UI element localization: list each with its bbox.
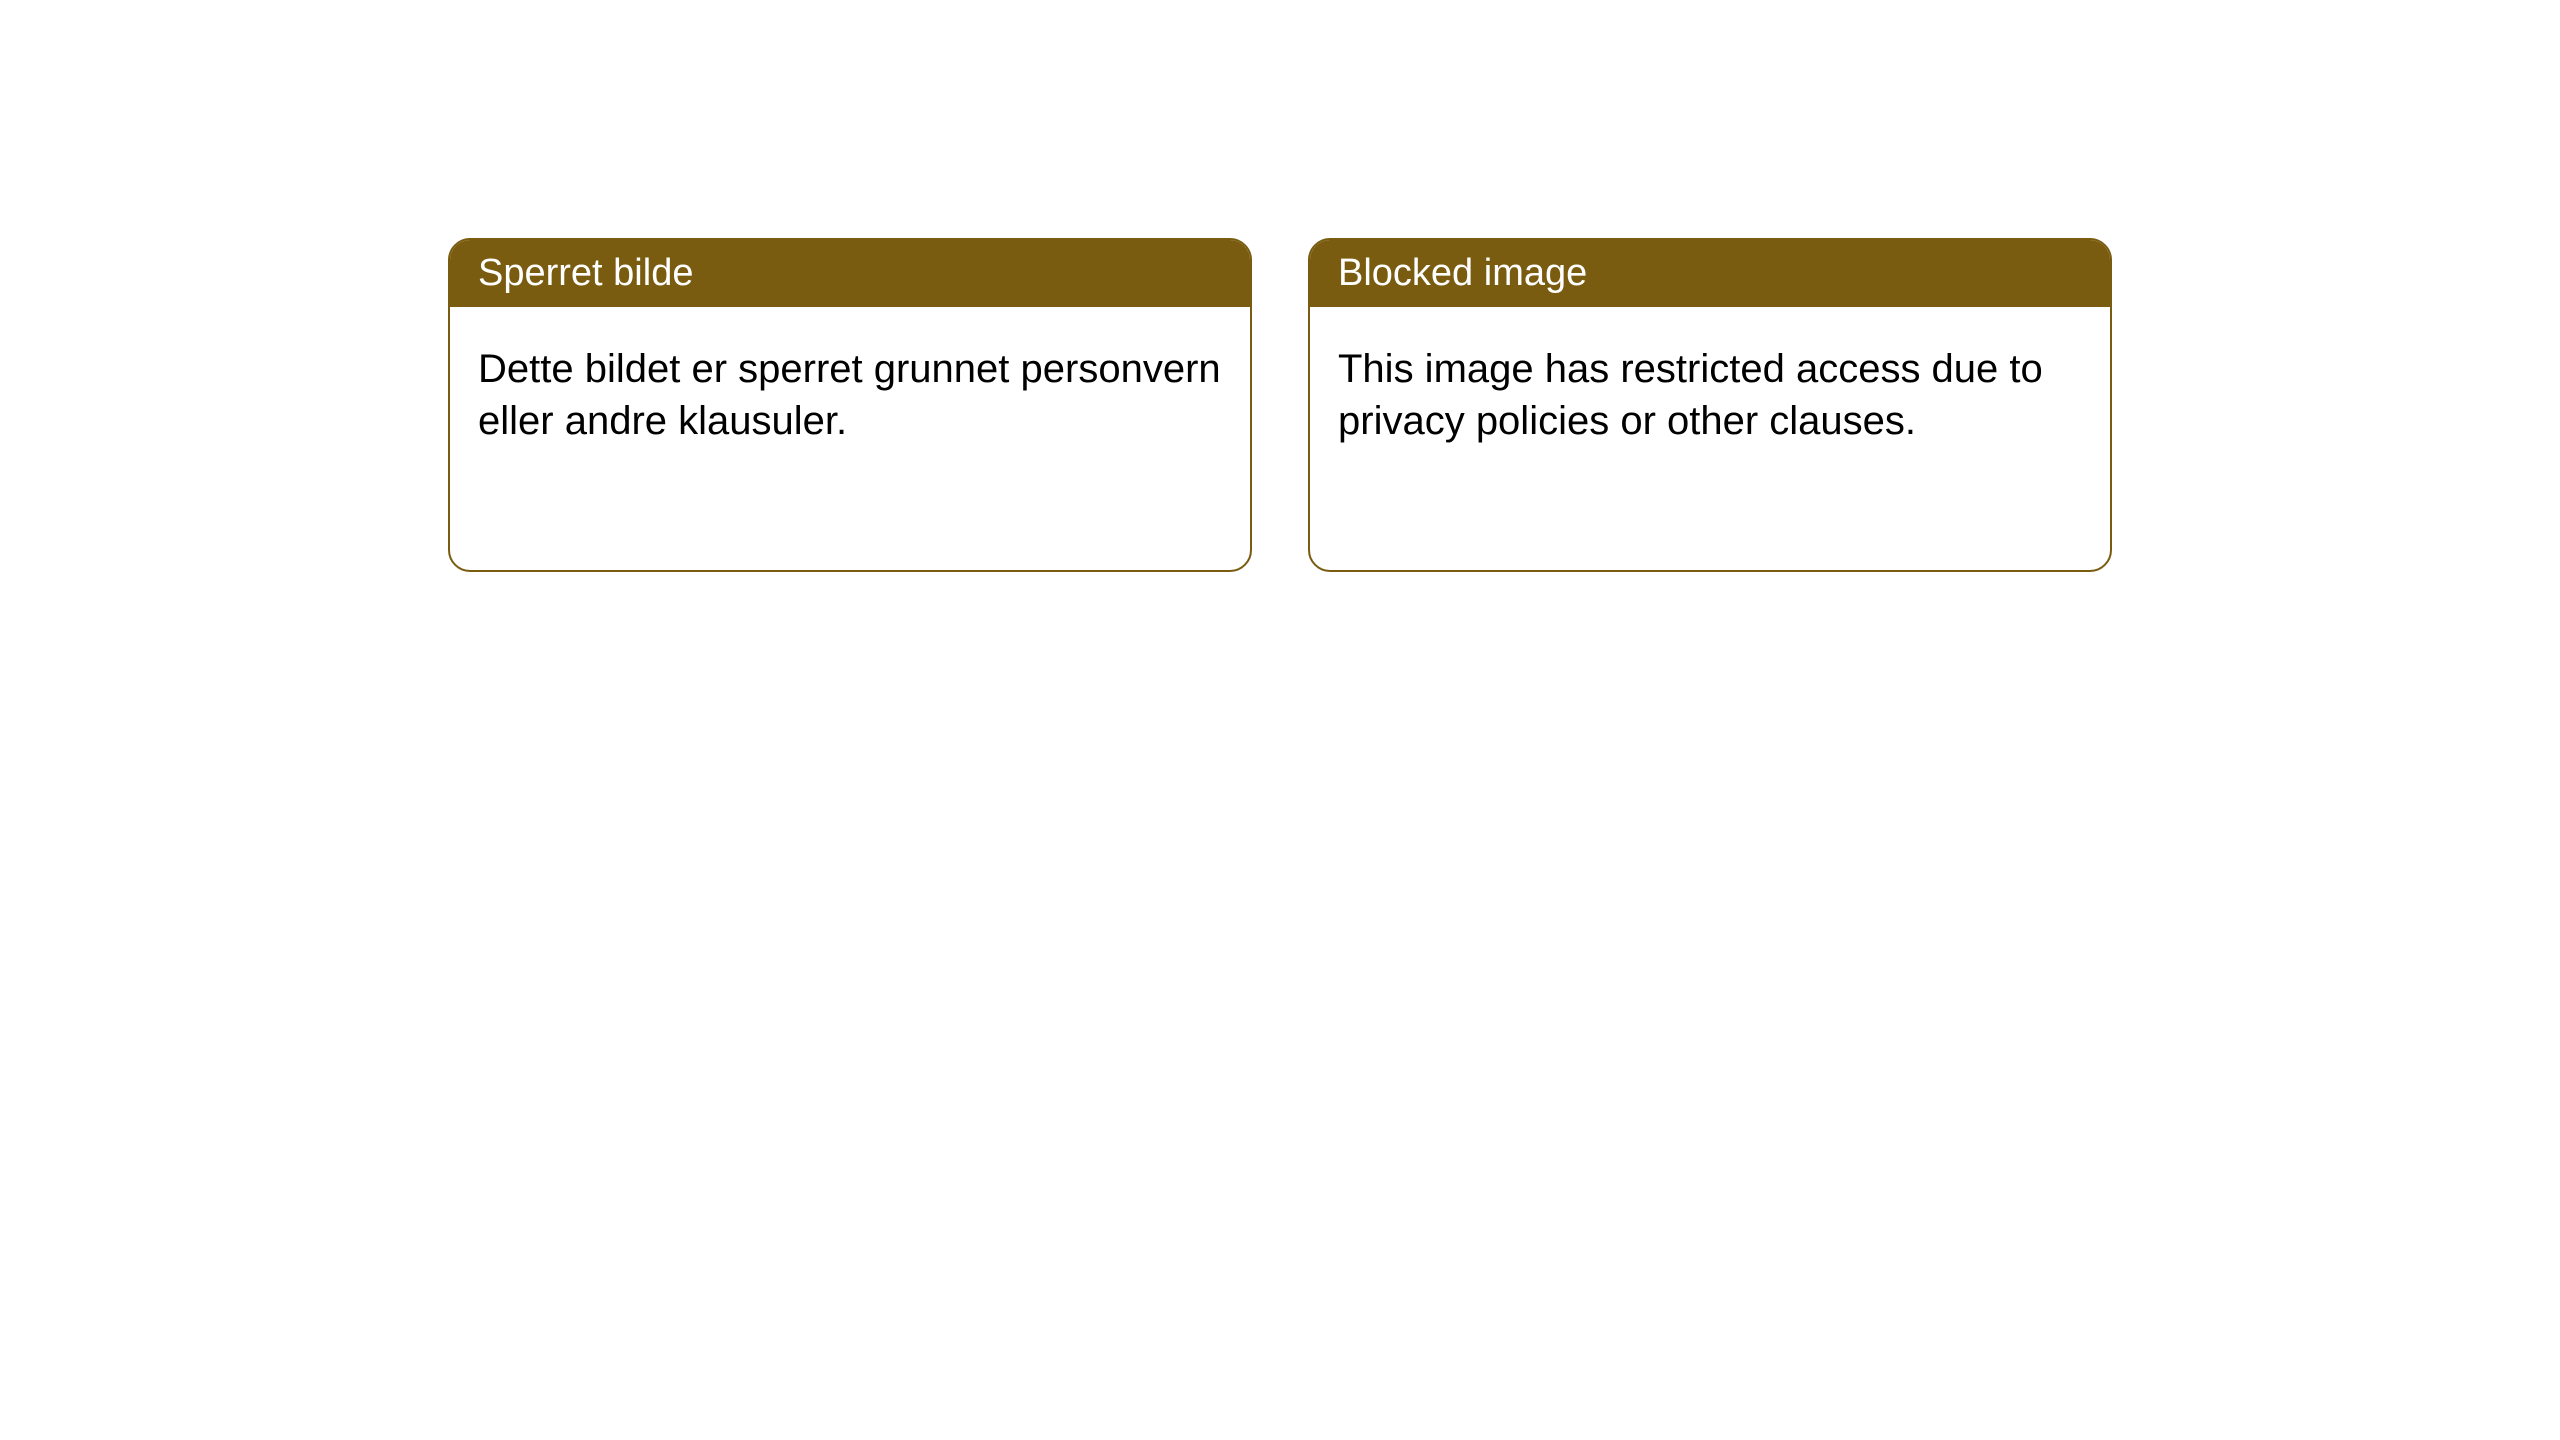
notice-body-en: This image has restricted access due to … bbox=[1310, 307, 2110, 483]
notice-title-en: Blocked image bbox=[1338, 252, 1587, 294]
notice-body-no: Dette bildet er sperret grunnet personve… bbox=[450, 307, 1250, 483]
notice-card-en: Blocked image This image has restricted … bbox=[1308, 238, 2112, 572]
notice-header-no: Sperret bilde bbox=[450, 240, 1250, 307]
notice-card-no: Sperret bilde Dette bildet er sperret gr… bbox=[448, 238, 1252, 572]
notice-title-no: Sperret bilde bbox=[478, 252, 693, 294]
notice-header-en: Blocked image bbox=[1310, 240, 2110, 307]
notice-text-en: This image has restricted access due to … bbox=[1338, 347, 2043, 443]
notice-text-no: Dette bildet er sperret grunnet personve… bbox=[478, 347, 1221, 443]
notices-container: Sperret bilde Dette bildet er sperret gr… bbox=[448, 238, 2112, 572]
